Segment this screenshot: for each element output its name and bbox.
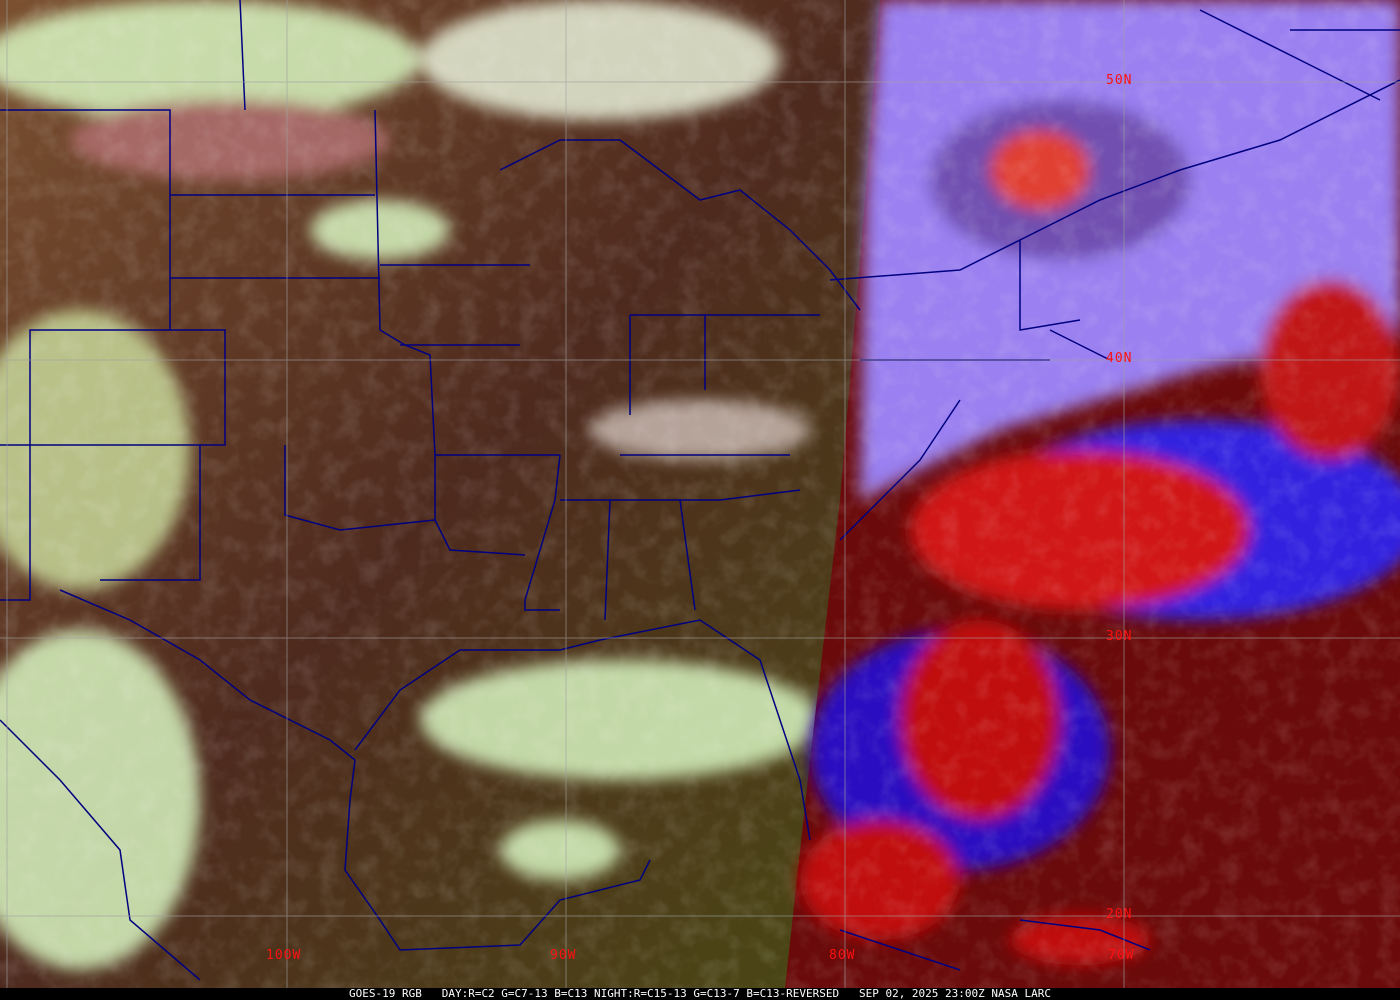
caption-source: NASA LARC — [991, 987, 1052, 1000]
caption-day-recipe: DAY:R=C2 G=C7-13 B=C13 — [441, 987, 588, 1000]
caption-datetime: SEP 02, 2025 23:00Z — [858, 987, 985, 1000]
latitude-label-40n: 40N — [1106, 351, 1133, 366]
image-caption: GOES-19 RGB DAY:R=C2 G=C7-13 B=C13 NIGHT… — [0, 988, 1400, 1000]
longitude-label-90w: 90W — [550, 948, 577, 963]
longitude-label-70w: 70W — [1108, 948, 1135, 963]
caption-night-recipe: NIGHT:R=C15-13 G=C13-7 B=C13-REVERSED — [594, 987, 840, 1000]
latitude-label-30n: 30N — [1106, 629, 1133, 644]
longitude-label-80w: 80W — [829, 948, 856, 963]
latitude-label-20n: 20N — [1106, 907, 1133, 922]
caption-product: GOES-19 RGB — [348, 987, 422, 1000]
longitude-label-100w: 100W — [266, 948, 302, 963]
latitude-label-50n: 50N — [1106, 73, 1133, 88]
